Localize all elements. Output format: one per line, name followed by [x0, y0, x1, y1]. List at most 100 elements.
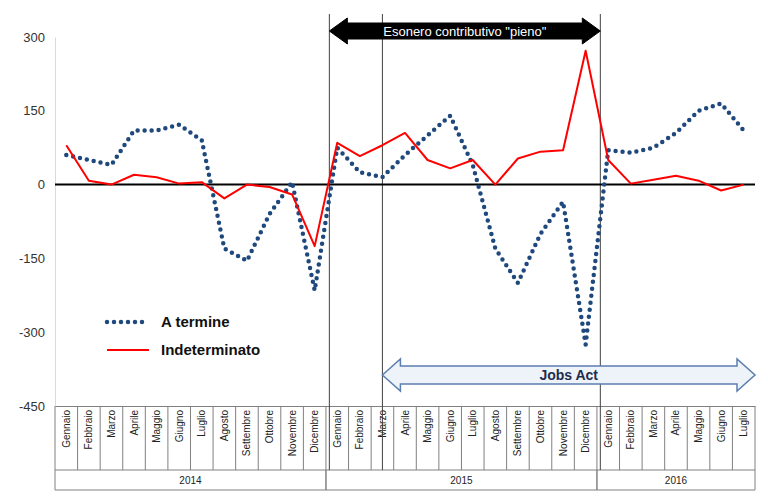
x-tick: Giugno — [716, 406, 727, 442]
category-separator — [709, 406, 710, 470]
category-separator — [484, 406, 485, 470]
legend-label: A termine — [161, 313, 230, 330]
x-tick-label: Aprile — [129, 410, 140, 436]
x-tick: Maggio — [693, 406, 704, 443]
category-separator — [416, 406, 417, 470]
period-arrow — [382, 359, 755, 391]
x-tick: Marzo — [648, 406, 659, 438]
category-separator — [393, 406, 394, 470]
x-tick-label: Febbraio — [625, 410, 636, 450]
x-tick-label: Agosto — [490, 410, 501, 442]
x-axis-line — [56, 406, 756, 407]
legend-marker — [107, 320, 149, 325]
x-tick-label: Marzo — [106, 410, 117, 438]
y-tick-label: -150 — [19, 251, 45, 266]
category-separator — [438, 406, 439, 470]
x-tick: Dicembre — [309, 406, 320, 453]
year-label: 2015 — [450, 475, 473, 486]
category-separator — [687, 406, 688, 470]
x-tick: Maggio — [151, 406, 162, 443]
x-tick-label: Giugno — [174, 410, 185, 443]
year-separator — [596, 470, 597, 490]
year-separator — [755, 470, 756, 490]
category-separator — [461, 406, 462, 470]
y-tick-label: -450 — [19, 399, 45, 414]
x-tick-label: Giugno — [445, 410, 456, 443]
x-tick: Febbraio — [83, 406, 94, 449]
y-tick-label: -300 — [19, 325, 45, 340]
x-tick-label: Luglio — [738, 410, 749, 437]
x-tick-label: Agosto — [219, 410, 230, 442]
x-tick-label: Aprile — [670, 410, 681, 436]
y-axis-line — [55, 38, 56, 407]
y-tick: 0 — [38, 177, 55, 192]
x-tick: Luglio — [467, 406, 478, 437]
category-separator — [235, 406, 236, 470]
category-separator — [506, 406, 507, 470]
y-tick: -150 — [19, 251, 55, 266]
legend-label: Indeterminato — [161, 341, 260, 358]
x-tick: Marzo — [106, 406, 117, 438]
y-tick: 300 — [23, 30, 55, 45]
y-tick-label: 150 — [23, 103, 45, 118]
x-tick: Settembre — [241, 406, 252, 456]
series-line — [66, 51, 743, 246]
category-separator — [167, 406, 168, 470]
year-separator — [325, 470, 326, 490]
year-separator — [55, 470, 56, 490]
legend: A termine Indeterminato — [107, 313, 260, 358]
x-tick-label: Novembre — [558, 410, 569, 457]
x-tick-label: Maggio — [151, 410, 162, 443]
category-separator — [732, 406, 733, 470]
x-tick-label: Febbraio — [354, 410, 365, 450]
x-tick: Gennaio — [332, 406, 343, 448]
category-separator — [619, 406, 620, 470]
period-boundary — [329, 14, 330, 470]
category-separator — [574, 406, 575, 470]
category-separator — [596, 406, 597, 470]
category-separator — [190, 406, 191, 470]
x-tick: Agosto — [490, 406, 501, 441]
category-separator — [755, 406, 756, 470]
y-tick-label: 300 — [23, 30, 45, 45]
x-tick-label: Febbraio — [83, 410, 94, 450]
category-separator — [348, 406, 349, 470]
x-tick-label: Giugno — [716, 410, 727, 443]
year-label: 2016 — [665, 475, 688, 486]
category-separator — [122, 406, 123, 470]
x-tick: Aprile — [129, 406, 140, 436]
x-tick: Maggio — [422, 406, 433, 443]
x-tick: Giugno — [174, 406, 185, 442]
category-separator — [664, 406, 665, 470]
arrows: Esonero contributivo "pieno"Jobs Act — [329, 18, 755, 391]
x-tick: Giugno — [445, 406, 456, 442]
x-tick-label: Luglio — [467, 410, 478, 437]
x-tick: Novembre — [287, 406, 298, 456]
category-separator — [642, 406, 643, 470]
x-tick: Settembre — [512, 406, 523, 456]
y-axis: -450 -300 -150 0 150 300 — [19, 30, 56, 414]
x-tick-label: Aprile — [400, 410, 411, 436]
year-separator — [596, 470, 597, 490]
category-separator — [258, 406, 259, 470]
year-label: 2014 — [179, 475, 202, 486]
category-separator — [280, 406, 281, 470]
chart: -450 -300 -150 0 150 300 Gennaio Febbraio Marzo A… — [0, 0, 768, 501]
x-tick-label: Gennaio — [61, 410, 72, 448]
category-separator — [325, 406, 326, 470]
period-boundary — [382, 14, 383, 470]
category-separator — [551, 406, 552, 470]
y-tick: -450 — [19, 399, 55, 414]
category-separator — [303, 406, 304, 470]
x-tick-label: Marzo — [648, 410, 659, 438]
year-separator — [325, 470, 326, 490]
x-tick-label: Settembre — [512, 410, 523, 457]
x-tick-label: Luglio — [196, 410, 207, 437]
series-line — [66, 103, 743, 344]
period-boundary — [600, 14, 601, 470]
category-separator — [371, 406, 372, 470]
arrow-label: Jobs Act — [539, 367, 598, 383]
x-tick: Febbraio — [625, 406, 636, 449]
x-tick-label: Gennaio — [332, 410, 343, 448]
x-tick: Gennaio — [61, 406, 72, 448]
